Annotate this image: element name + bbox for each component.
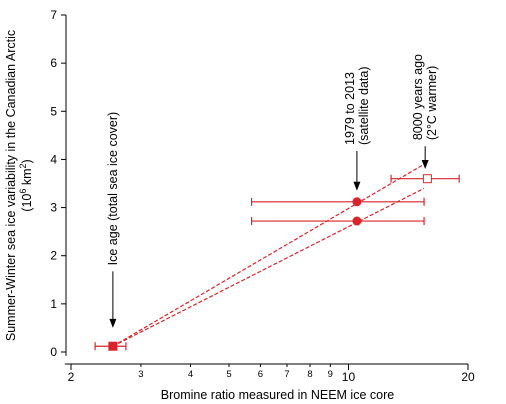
annotation-arrow-head (109, 318, 117, 328)
x-minor-tick-label: 8 (307, 369, 312, 380)
x-minor-tick-label: 3 (138, 369, 143, 380)
x-minor-tick-label: 7 (284, 369, 289, 380)
data-markers (108, 174, 432, 351)
x-axis-title: Bromine ratio measured in NEEM ice core (161, 388, 394, 402)
y-tick-label: 3 (50, 201, 57, 215)
dashed-trend-line (112, 187, 425, 347)
y-tick-label: 5 (50, 104, 57, 118)
annotation-text: 8000 years ago (411, 54, 425, 140)
y-unit-open: (10 (20, 194, 34, 212)
y-unit-close: ) (20, 159, 34, 163)
y-axis-title-line1: Summer-Winter sea ice variability in the… (4, 30, 18, 341)
y-unit-km: km (20, 168, 34, 188)
y-tick-label: 1 (50, 297, 57, 311)
data-point-circle (352, 197, 362, 207)
x-minor-tick-label: 5 (226, 369, 231, 380)
data-point-open-square (422, 174, 432, 184)
y-tick-label: 6 (50, 56, 57, 70)
axes: 0 1 2 3 4 5 6 7 2 10 20 3 4 5 6 7 8 9 (50, 8, 475, 384)
y-unit-exp1: 6 (18, 189, 28, 194)
x-major-tick-label: 10 (342, 370, 356, 384)
y-tick-label: 0 (50, 345, 57, 359)
annotations: Ice age (total sea ice cover) 1979 to 201… (106, 54, 439, 328)
annotation-text: (2°C warmer) (425, 66, 439, 140)
y-axis-title: Summer-Winter sea ice variability in the… (4, 30, 34, 341)
annotation-text: Ice age (total sea ice cover) (106, 112, 120, 266)
x-major-tick-label: 2 (68, 370, 75, 384)
y-tick-label: 4 (50, 152, 57, 166)
axis-titles: Bromine ratio measured in NEEM ice core … (4, 30, 394, 402)
y-unit-exp2: 2 (18, 163, 28, 168)
dashed-trend-line (112, 163, 425, 347)
x-minor-tick-label: 9 (328, 369, 333, 380)
annotation-text: (satellite data) (357, 66, 371, 145)
x-major-tick-label: 20 (461, 370, 475, 384)
x-minor-tick-label: 4 (188, 369, 193, 380)
y-tick-label: 2 (50, 249, 57, 263)
annotation-arrow-head (353, 181, 361, 191)
y-tick-label: 7 (50, 8, 57, 22)
annotation-text: 1979 to 2013 (343, 72, 357, 145)
data-point-circle (352, 216, 362, 226)
data-point-square (108, 341, 118, 351)
trend-lines (112, 163, 425, 347)
x-minor-tick-label: 6 (258, 369, 263, 380)
error-bars (94, 174, 460, 351)
annotation-arrow-head (421, 160, 429, 170)
y-axis-title-line2: (106 km2) (18, 159, 34, 211)
